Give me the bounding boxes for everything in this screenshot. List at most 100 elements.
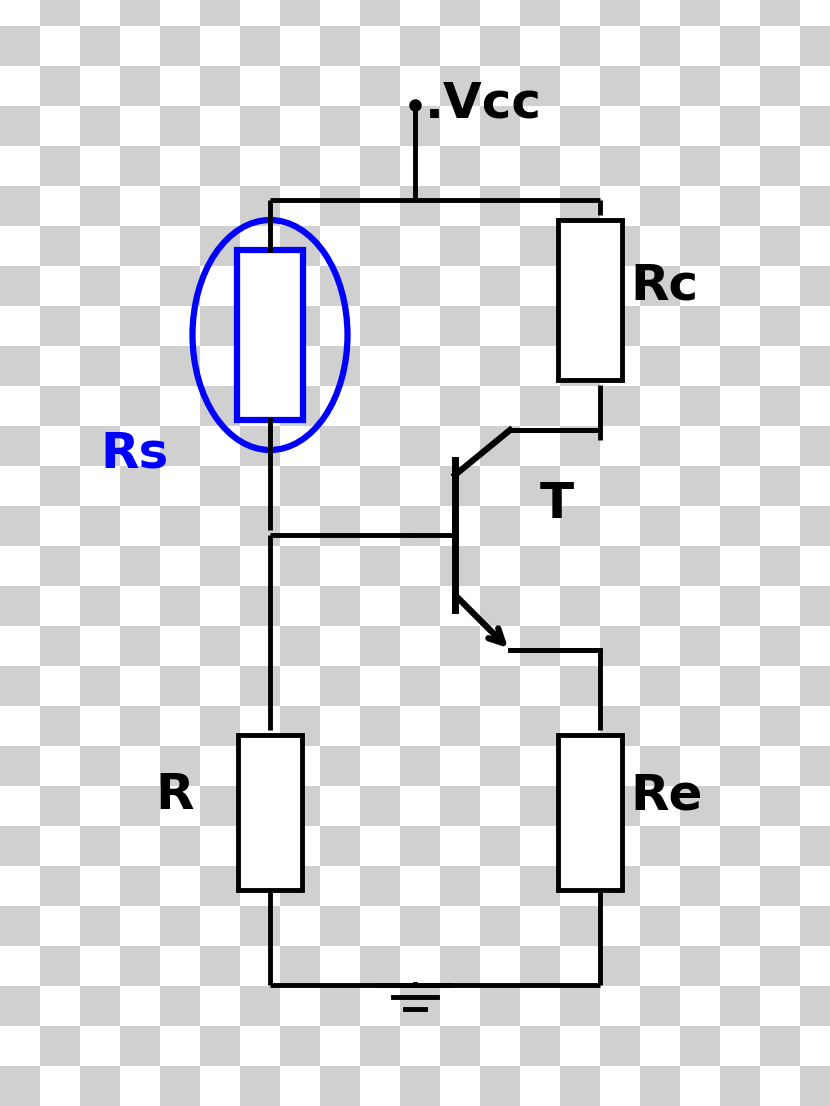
- Bar: [600, 346, 640, 386]
- Bar: [640, 626, 680, 666]
- Bar: [640, 1066, 680, 1106]
- Bar: [280, 906, 320, 946]
- Bar: [200, 586, 240, 626]
- Bar: [360, 386, 400, 426]
- Bar: [238, 735, 302, 890]
- Bar: [360, 1026, 400, 1066]
- Bar: [0, 186, 40, 226]
- Bar: [480, 466, 520, 507]
- Bar: [120, 306, 160, 346]
- Bar: [160, 786, 200, 826]
- Text: R: R: [155, 771, 193, 820]
- Bar: [720, 1066, 760, 1106]
- Bar: [280, 27, 320, 66]
- Bar: [440, 466, 480, 507]
- Bar: [280, 786, 320, 826]
- Bar: [40, 507, 80, 546]
- Bar: [600, 426, 640, 466]
- Bar: [120, 906, 160, 946]
- Bar: [120, 426, 160, 466]
- Bar: [240, 786, 280, 826]
- Bar: [320, 626, 360, 666]
- Bar: [400, 906, 440, 946]
- Bar: [640, 786, 680, 826]
- Bar: [80, 586, 120, 626]
- Bar: [720, 507, 760, 546]
- Bar: [240, 27, 280, 66]
- Bar: [600, 987, 640, 1026]
- Bar: [800, 466, 830, 507]
- Bar: [40, 626, 80, 666]
- Bar: [600, 747, 640, 786]
- Bar: [720, 426, 760, 466]
- Bar: [600, 507, 640, 546]
- Bar: [440, 906, 480, 946]
- Bar: [0, 226, 40, 267]
- Bar: [400, 946, 440, 987]
- Bar: [280, 306, 320, 346]
- Bar: [40, 786, 80, 826]
- Bar: [40, 1026, 80, 1066]
- Bar: [80, 466, 120, 507]
- Bar: [280, 946, 320, 987]
- Bar: [80, 106, 120, 146]
- Bar: [400, 586, 440, 626]
- Bar: [320, 146, 360, 186]
- Bar: [80, 346, 120, 386]
- Bar: [520, 946, 560, 987]
- Bar: [480, 826, 520, 866]
- Bar: [160, 426, 200, 466]
- Bar: [40, 0, 80, 27]
- Bar: [80, 1026, 120, 1066]
- Bar: [800, 546, 830, 586]
- Bar: [558, 735, 622, 890]
- Bar: [360, 946, 400, 987]
- Bar: [720, 66, 760, 106]
- Bar: [120, 346, 160, 386]
- Bar: [0, 346, 40, 386]
- Bar: [720, 267, 760, 306]
- Bar: [440, 66, 480, 106]
- Bar: [120, 747, 160, 786]
- Bar: [560, 906, 600, 946]
- Bar: [720, 27, 760, 66]
- Bar: [160, 27, 200, 66]
- Bar: [560, 426, 600, 466]
- Bar: [680, 346, 720, 386]
- Bar: [680, 706, 720, 747]
- Bar: [160, 946, 200, 987]
- Bar: [0, 747, 40, 786]
- Bar: [240, 946, 280, 987]
- Bar: [680, 1026, 720, 1066]
- Bar: [240, 1066, 280, 1106]
- Bar: [200, 1066, 240, 1106]
- Bar: [240, 987, 280, 1026]
- Bar: [240, 0, 280, 27]
- Bar: [240, 146, 280, 186]
- Bar: [520, 306, 560, 346]
- Bar: [400, 66, 440, 106]
- Bar: [80, 987, 120, 1026]
- Bar: [760, 466, 800, 507]
- Bar: [400, 706, 440, 747]
- Bar: [440, 786, 480, 826]
- Bar: [160, 386, 200, 426]
- Bar: [760, 866, 800, 906]
- Bar: [200, 466, 240, 507]
- Bar: [0, 826, 40, 866]
- Bar: [40, 186, 80, 226]
- Bar: [560, 1026, 600, 1066]
- Bar: [760, 507, 800, 546]
- Bar: [400, 386, 440, 426]
- Bar: [480, 426, 520, 466]
- Bar: [520, 586, 560, 626]
- Bar: [520, 146, 560, 186]
- Bar: [640, 666, 680, 706]
- Bar: [120, 706, 160, 747]
- Bar: [120, 267, 160, 306]
- Bar: [520, 226, 560, 267]
- Bar: [40, 586, 80, 626]
- Bar: [80, 507, 120, 546]
- Bar: [440, 306, 480, 346]
- Bar: [240, 626, 280, 666]
